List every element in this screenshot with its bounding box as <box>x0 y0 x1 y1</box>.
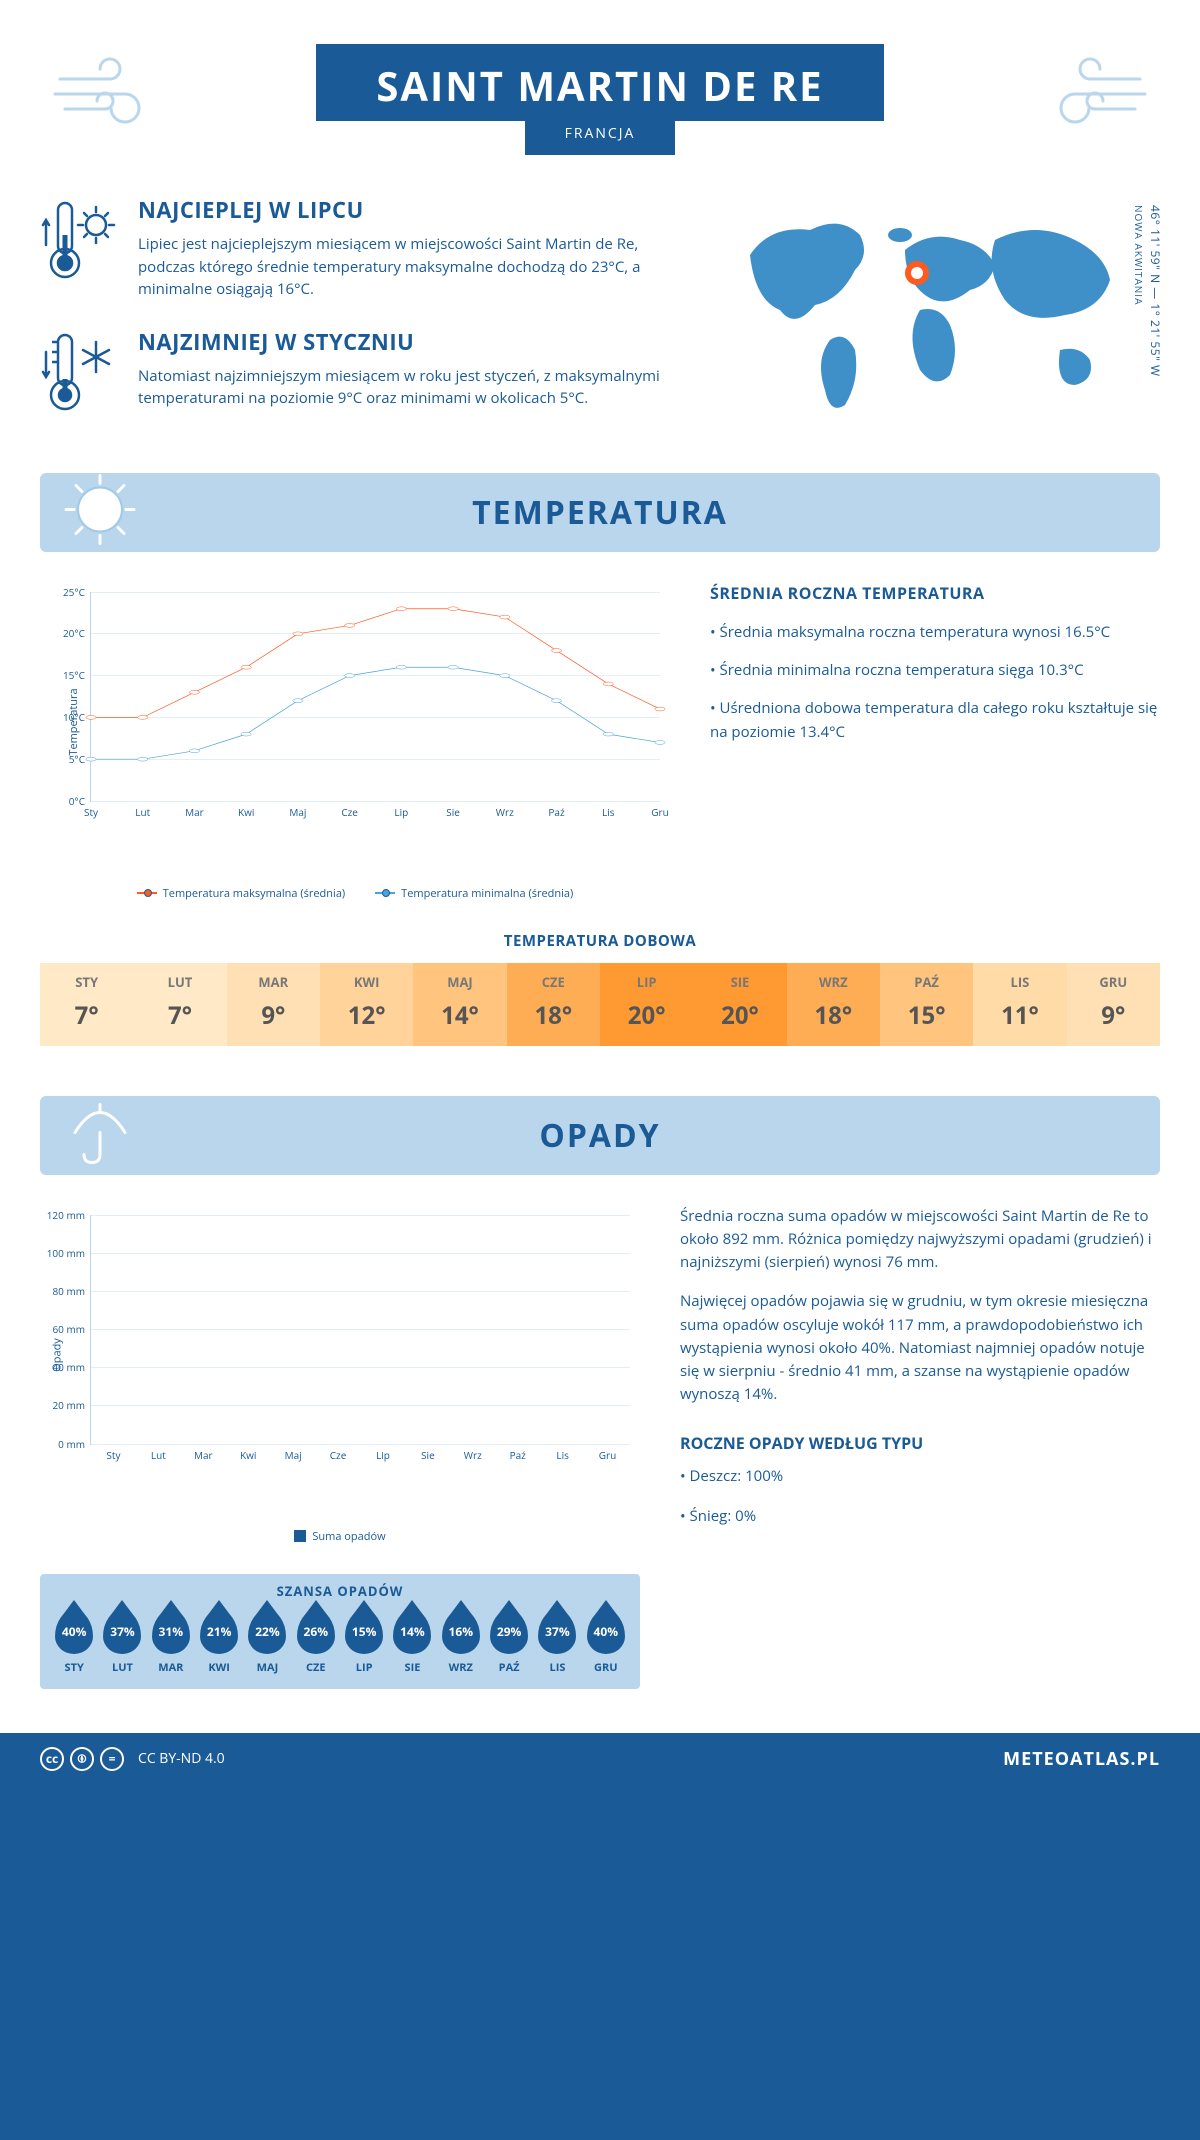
chance-title: SZANSA OPADÓW <box>50 1582 630 1600</box>
page-subtitle: FRANCJA <box>525 120 676 155</box>
daily-cell: MAJ14° <box>413 963 506 1046</box>
license-block: cc 🅯 = CC BY-ND 4.0 <box>40 1747 225 1771</box>
precip-paragraph-1: Średnia roczna suma opadów w miejscowośc… <box>680 1205 1160 1275</box>
daily-cell: LUT7° <box>133 963 226 1046</box>
chance-cell: 31%MAR <box>147 1610 195 1675</box>
daily-temp-title: TEMPERATURA DOBOWA <box>40 931 1160 951</box>
precip-type-1: • Śnieg: 0% <box>680 1505 1160 1528</box>
fact-cold-text: Natomiast najzimniejszym miesiącem w rok… <box>138 365 690 410</box>
temp-bullet-0: • Średnia maksymalna roczna temperatura … <box>710 620 1160 644</box>
temp-bullet-1: • Średnia minimalna roczna temperatura s… <box>710 658 1160 682</box>
section-temperature-head: TEMPERATURA <box>40 473 1160 552</box>
thermometer-cold-icon <box>40 327 120 417</box>
daily-cell: MAR9° <box>227 963 320 1046</box>
map-coords: 46° 11' 59" N — 1° 21' 55" W <box>1147 205 1164 377</box>
precip-types-title: ROCZNE OPADY WEDŁUG TYPU <box>680 1431 1160 1456</box>
header: SAINT MARTIN DE RE FRANCJA <box>40 24 1160 165</box>
temperature-line-chart: Temperatura 0°C5°C10°C15°C20°C25°CStyLut… <box>40 582 670 901</box>
daily-cell: LIS11° <box>973 963 1066 1046</box>
section-temperature-title: TEMPERATURA <box>40 491 1160 534</box>
sun-icon <box>60 473 140 552</box>
precip-legend: Suma opadów <box>40 1529 640 1544</box>
precip-legend-label: Suma opadów <box>312 1529 385 1544</box>
map-region: NOWA AKWITANIA <box>1132 205 1146 305</box>
daily-cell: SIE20° <box>693 963 786 1046</box>
nd-icon: = <box>100 1747 124 1771</box>
by-icon: 🅯 <box>70 1747 94 1771</box>
fact-warm-text: Lipiec jest najcieplejszym miesiącem w m… <box>138 233 690 301</box>
daily-cell: PAŹ15° <box>880 963 973 1046</box>
brand-label: METEOATLAS.PL <box>1003 1747 1160 1771</box>
temp-legend: Temperatura maksymalna (średnia) Tempera… <box>40 886 670 901</box>
precip-type-0: • Deszcz: 100% <box>680 1465 1160 1488</box>
daily-cell: LIP20° <box>600 963 693 1046</box>
chance-cell: 15%LIP <box>340 1610 388 1675</box>
section-precip-head: OPADY <box>40 1096 1160 1175</box>
chance-cell: 22%MAJ <box>243 1610 291 1675</box>
legend-min: Temperatura minimalna (średnia) <box>401 886 573 901</box>
temp-summary-title: ŚREDNIA ROCZNA TEMPERATURA <box>710 582 1160 604</box>
chance-cell: 40%STY <box>50 1610 98 1675</box>
section-precip-title: OPADY <box>40 1114 1160 1157</box>
wind-icon-right <box>1040 54 1150 134</box>
license-text: CC BY-ND 4.0 <box>138 1749 225 1768</box>
wind-icon-left <box>50 54 160 134</box>
fact-cold-title: NAJZIMNIEJ W STYCZNIU <box>138 327 690 357</box>
thermometer-hot-icon <box>40 195 120 301</box>
legend-max: Temperatura maksymalna (średnia) <box>163 886 345 901</box>
umbrella-icon <box>60 1096 140 1175</box>
daily-cell: CZE18° <box>507 963 600 1046</box>
temp-bullet-2: • Uśredniona dobowa temperatura dla całe… <box>710 696 1160 744</box>
fact-warm-title: NAJCIEPLEJ W LIPCU <box>138 195 690 225</box>
chance-cell: 37%LUT <box>98 1610 146 1675</box>
daily-cell: GRU9° <box>1067 963 1160 1046</box>
chance-table: SZANSA OPADÓW 40%STY37%LUT31%MAR21%KWI22… <box>40 1574 640 1689</box>
cc-icon: cc <box>40 1747 64 1771</box>
footer: cc 🅯 = CC BY-ND 4.0 METEOATLAS.PL <box>0 1733 1200 1785</box>
chance-cell: 26%CZE <box>292 1610 340 1675</box>
precip-paragraph-2: Najwięcej opadów pojawia się w grudniu, … <box>680 1290 1160 1406</box>
precip-bar-chart: Opady 0 mm20 mm40 mm60 mm80 mm100 mm120 … <box>40 1205 640 1505</box>
chance-cell: 37%LIS <box>533 1610 581 1675</box>
info-row: NAJCIEPLEJ W LIPCU Lipiec jest najcieple… <box>40 195 1160 443</box>
daily-cell: KWI12° <box>320 963 413 1046</box>
world-map: 46° 11' 59" N — 1° 21' 55" W NOWA AKWITA… <box>720 195 1160 443</box>
chance-cell: 16%WRZ <box>437 1610 485 1675</box>
page-title: SAINT MARTIN DE RE <box>316 44 883 121</box>
chance-cell: 21%KWI <box>195 1610 243 1675</box>
chance-cell: 40%GRU <box>582 1610 630 1675</box>
daily-temp-table: STY7°LUT7°MAR9°KWI12°MAJ14°CZE18°LIP20°S… <box>40 963 1160 1046</box>
infographic-page: SAINT MARTIN DE RE FRANCJA NAJCIEPLEJ W … <box>0 0 1200 1785</box>
daily-cell: STY7° <box>40 963 133 1046</box>
fact-warmest: NAJCIEPLEJ W LIPCU Lipiec jest najcieple… <box>40 195 690 301</box>
chance-cell: 14%SIE <box>388 1610 436 1675</box>
daily-cell: WRZ18° <box>787 963 880 1046</box>
fact-coldest: NAJZIMNIEJ W STYCZNIU Natomiast najzimni… <box>40 327 690 417</box>
chance-cell: 29%PAŹ <box>485 1610 533 1675</box>
